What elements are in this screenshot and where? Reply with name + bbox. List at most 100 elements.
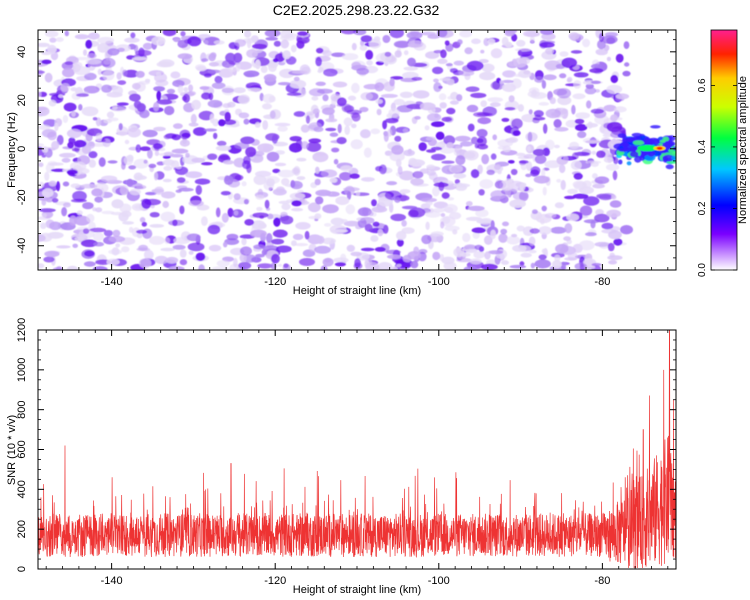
spectrogram-cell	[172, 79, 185, 88]
spectrogram-cell	[554, 254, 561, 262]
spectrogram-cell	[441, 116, 453, 122]
snr-frame	[37, 329, 677, 570]
spectrogram-cell	[583, 196, 600, 206]
spectrogram-cell	[61, 157, 71, 163]
spectrogram-cell	[527, 131, 533, 142]
spectrogram-cell	[360, 92, 374, 101]
spectrogram-cell	[444, 40, 450, 46]
spectrogram-cell	[112, 85, 123, 96]
spectrogram-cell	[620, 225, 633, 235]
spectrogram-cell	[233, 87, 246, 94]
spectrogram-cell	[464, 244, 477, 250]
spectrogram-cell	[624, 62, 630, 67]
spectrogram-cell	[465, 248, 478, 254]
spectrogram-signal-cell	[629, 151, 639, 158]
spectrogram-cell	[336, 137, 347, 145]
spectrogram-cell	[308, 138, 322, 144]
spectrogram-cell	[572, 193, 589, 199]
spectrogram-cell	[517, 104, 525, 112]
spectrogram-cell	[594, 241, 611, 247]
spectrogram-cell	[196, 65, 207, 72]
spectrogram-cell	[490, 229, 496, 240]
spectrogram-cell	[463, 150, 479, 161]
spectrogram-cell	[63, 202, 71, 208]
spectrogram-cell	[399, 189, 411, 194]
spectrogram-cell	[85, 58, 102, 65]
spectrogram-cell	[44, 72, 53, 83]
spectrogram-cell	[271, 253, 280, 264]
spectrogram-cell	[67, 141, 74, 149]
spectrogram-cell	[149, 235, 165, 245]
spectrogram-cell	[233, 193, 241, 201]
spectrogram-cell	[273, 40, 281, 47]
spectrogram-y-tick-label: -40	[16, 238, 28, 254]
spectrogram-cell	[394, 197, 401, 203]
spectrogram-cell	[393, 98, 405, 106]
spectrogram-cell	[171, 148, 189, 154]
spectrogram-cell	[260, 65, 268, 74]
spectrogram-cell	[138, 244, 149, 251]
spectrogram-cell	[606, 56, 612, 62]
spectrogram-cell	[315, 189, 332, 197]
spectrogram-cell	[214, 75, 223, 84]
spectrogram-cell	[507, 160, 515, 164]
spectrogram-cell	[402, 71, 419, 79]
spectrogram-cell	[385, 249, 401, 255]
spectrogram-cell	[341, 53, 359, 61]
spectrogram-cell	[325, 118, 338, 123]
spectrogram-cell	[390, 213, 407, 222]
spectrogram-cell	[330, 217, 345, 226]
spectrogram-cell	[467, 123, 475, 132]
spectrogram-cell	[360, 35, 373, 43]
spectrogram-cell	[182, 95, 187, 102]
spectrogram-cell	[44, 30, 59, 38]
spectrogram-cell	[241, 237, 247, 246]
snr-y-tick-label: 800	[16, 400, 28, 418]
spectrogram-cell	[439, 77, 451, 81]
spectrogram-cell	[394, 259, 407, 264]
spectrogram-cell	[107, 160, 118, 164]
spectrogram-cell	[396, 238, 404, 247]
spectrogram-cell	[504, 30, 515, 37]
spectrogram-cell	[179, 139, 190, 147]
spectrogram-cell	[102, 70, 115, 81]
spectrogram-cell	[533, 110, 544, 118]
spectrogram-cell	[254, 59, 261, 70]
spectrogram-cell	[333, 95, 340, 100]
snr-y-tick-label: 1000	[16, 358, 28, 382]
spectrogram-signal-cell	[632, 140, 645, 146]
spectrogram-cell	[215, 145, 231, 151]
spectrogram-cell	[153, 102, 160, 112]
spectrogram-cell	[124, 139, 130, 145]
spectrogram-cell	[406, 31, 423, 40]
spectrogram-cell	[222, 160, 235, 165]
spectrogram-signal-cell	[643, 138, 649, 145]
spectrogram-cell	[456, 94, 463, 102]
spectrogram-cell	[220, 191, 231, 196]
spectrogram-cell	[410, 178, 424, 186]
spectrogram-cell	[299, 258, 315, 266]
spectrogram-cell	[101, 84, 112, 93]
spectrogram-cell	[528, 236, 536, 246]
spectrogram-cell	[250, 229, 267, 238]
spectrogram-cell	[340, 253, 347, 262]
spectrogram-cell	[317, 88, 333, 94]
spectrogram-cell	[253, 174, 267, 185]
spectrogram-cell	[132, 56, 148, 61]
spectrogram-cell	[437, 58, 448, 64]
spectrogram-cell	[566, 213, 580, 222]
spectrogram-cell	[393, 40, 411, 48]
spectrogram-cell	[349, 173, 360, 179]
spectrogram-cell	[208, 53, 216, 62]
spectrogram-cell	[162, 30, 177, 37]
spectrogram-cell	[611, 194, 617, 200]
spectrogram-cell	[551, 260, 562, 269]
spectrogram-chart: -140 -120 -100 -80 40 20 0 -20 -40 Height of str…	[6, 29, 749, 297]
spectrogram-cell	[116, 72, 122, 80]
spectrogram-cell	[336, 97, 347, 107]
spectrogram-cell	[595, 48, 608, 56]
spectrogram-cell	[466, 60, 484, 71]
spectrogram-cell	[261, 249, 268, 256]
spectrogram-cell	[38, 106, 50, 117]
spectrogram-cell	[585, 232, 597, 237]
